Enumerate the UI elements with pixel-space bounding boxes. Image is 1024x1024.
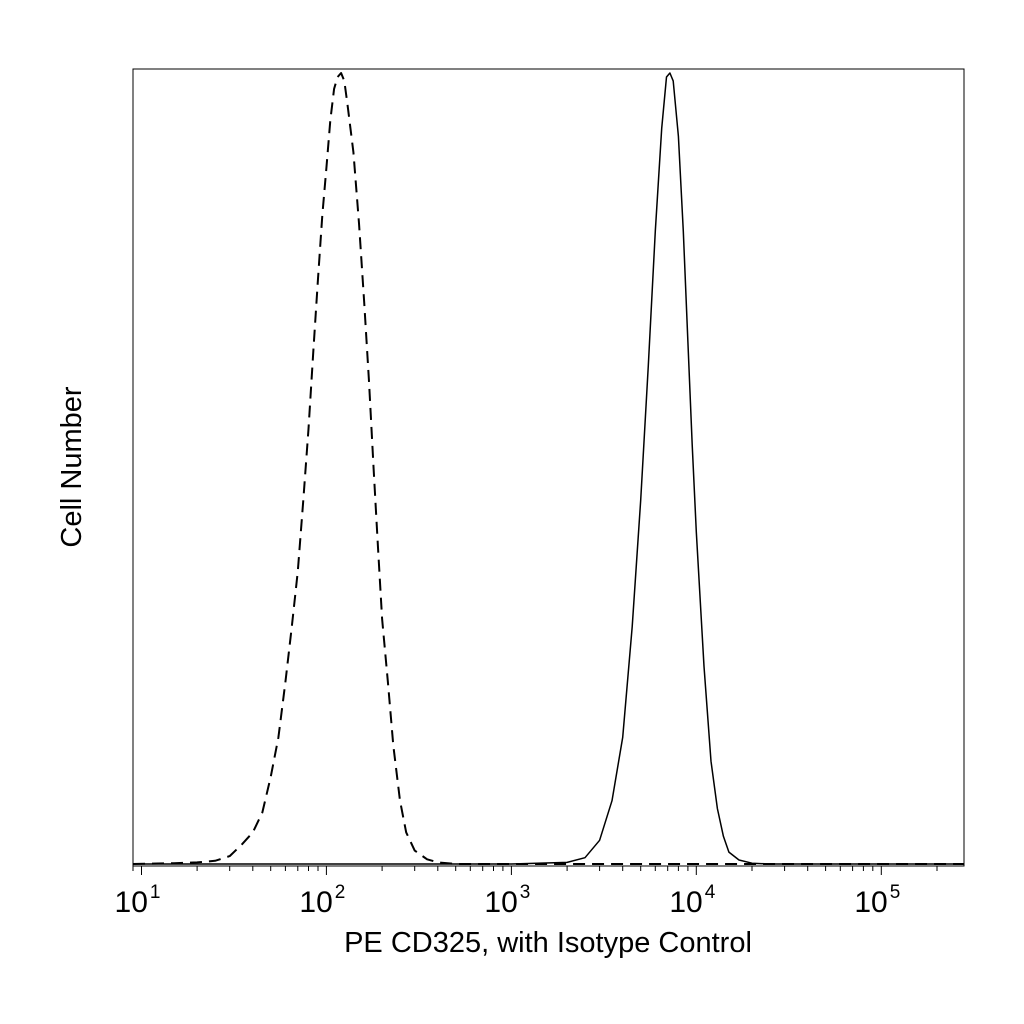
- x-axis-ticks: 10 1 10 2 10 3 10 4 10 5: [115, 866, 938, 919]
- x-tick-label-base: 10: [115, 886, 148, 919]
- x-tick-label-base: 10: [299, 886, 332, 919]
- y-axis-label: Cell Number: [56, 386, 88, 547]
- x-tick-label-exponent: 3: [520, 882, 531, 903]
- x-axis-label: PE CD325, with Isotype Control: [344, 927, 752, 959]
- x-tick-label: 10 3: [484, 882, 530, 919]
- x-tick-label-exponent: 5: [890, 882, 901, 903]
- plot-frame: [132, 68, 965, 867]
- series-line-stained: [133, 72, 964, 865]
- x-tick-label-base: 10: [669, 886, 702, 919]
- x-tick-label-base: 10: [854, 886, 887, 919]
- series-line-isotype-control: [132, 72, 964, 865]
- x-tick-label: 10 4: [669, 882, 715, 919]
- x-tick-label-exponent: 1: [150, 882, 161, 903]
- x-tick-label-exponent: 4: [705, 882, 716, 903]
- x-tick-label-base: 10: [484, 886, 517, 919]
- series-layer: [132, 72, 964, 865]
- x-tick-label-exponent: 2: [335, 882, 346, 903]
- x-tick-label: 10 1: [115, 882, 161, 919]
- x-tick-label: 10 5: [854, 882, 900, 919]
- x-tick-label: 10 2: [299, 882, 345, 919]
